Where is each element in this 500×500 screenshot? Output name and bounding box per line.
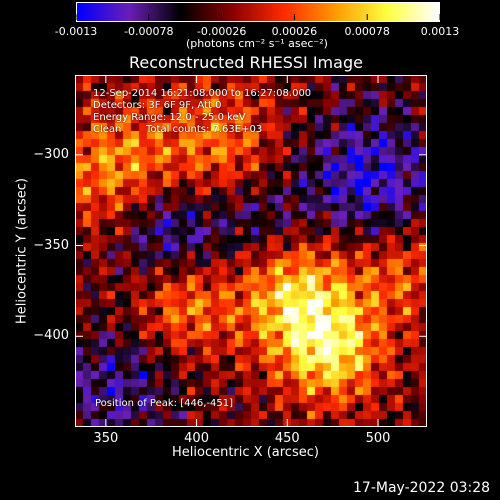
annotation-peak-position: Position of Peak: [446,-451] <box>95 398 233 409</box>
x-tick-label: 450 <box>274 431 300 446</box>
chart-title: Reconstructed RHESSI Image <box>129 53 363 72</box>
x-tick-label: 500 <box>365 431 391 446</box>
y-axis-label: Heliocentric Y (arcsec) <box>14 178 30 324</box>
annotation-total-counts: Total counts: 7.63E+03 <box>146 124 263 135</box>
y-tick-label: −400 <box>33 328 69 344</box>
colorbar-tick-label: 0.00026 <box>271 25 318 38</box>
colorbar-tick-label: -0.00078 <box>124 25 174 38</box>
x-tick-label: 400 <box>184 431 209 446</box>
footer-date: 17-May-2022 03:28 <box>353 480 491 496</box>
colorbar <box>76 2 440 22</box>
annotation-time-range: 12-Sep-2014 16:21:08.000 to 16:27:08.000 <box>93 88 312 99</box>
annotation-detectors: Detectors: 3F 6F 9F, Att 0 <box>93 100 222 111</box>
y-tick-label: −350 <box>33 237 69 253</box>
colorbar-tick-label: -0.0013 <box>54 25 98 38</box>
colorbar-tick-label: 0.00078 <box>344 25 390 38</box>
x-tick-label: 350 <box>93 431 119 446</box>
x-axis-label: Heliocentric X (arcsec) <box>172 445 319 460</box>
annotation-energy: Energy Range: 12.0 - 25.0 keV <box>93 112 246 123</box>
colorbar-tick-label: -0.00026 <box>196 25 247 38</box>
annotation-clean: Clean <box>93 124 122 135</box>
heatmap-image <box>75 75 427 427</box>
colorbar-tick-label: 0.0013 <box>420 25 460 38</box>
colorbar-unit-label: (photons cm⁻² s⁻¹ asec⁻²) <box>186 37 328 50</box>
y-tick-label: −300 <box>33 146 69 162</box>
